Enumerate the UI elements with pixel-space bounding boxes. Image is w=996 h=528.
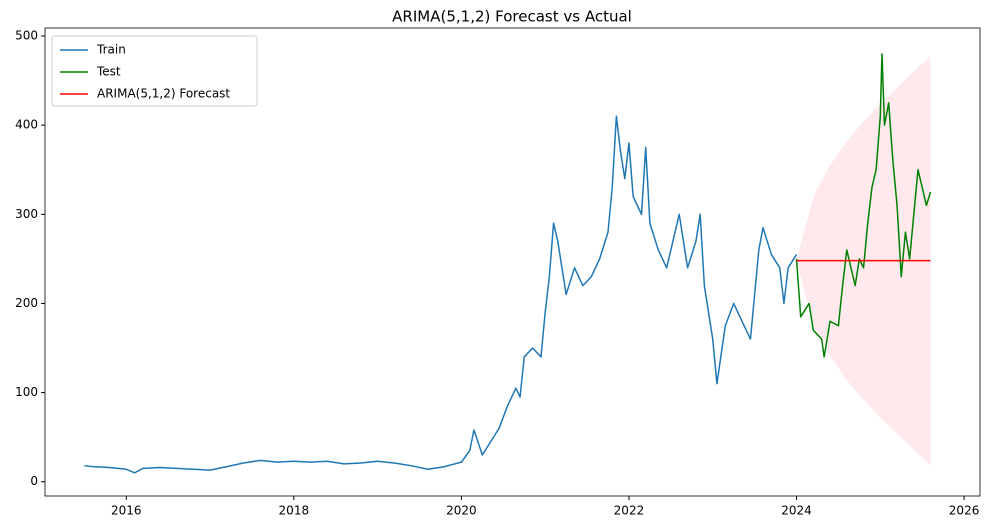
y-tick-label: 100 [15, 385, 38, 399]
legend-label: Train [96, 43, 126, 57]
plot-frame [44, 27, 981, 497]
y-tick-label: 400 [15, 118, 38, 132]
legend-box [51, 35, 258, 107]
series-line [84, 115, 798, 474]
y-tick-label: 300 [15, 207, 38, 221]
y-tick-label: 0 [30, 474, 38, 488]
x-tick-label: 2022 [614, 504, 645, 518]
x-tick-label: 2020 [446, 504, 477, 518]
x-tick-label: 2016 [111, 504, 142, 518]
y-tick-label: 500 [15, 29, 38, 43]
chart-title: ARIMA(5,1,2) Forecast vs Actual [392, 8, 632, 26]
x-tick-label: 2018 [279, 504, 310, 518]
x-tick-label: 2026 [949, 504, 980, 518]
legend-label: ARIMA(5,1,2) Forecast [97, 87, 230, 101]
series-line [795, 53, 932, 358]
x-tick-label: 2024 [781, 504, 812, 518]
y-tick-label: 200 [15, 296, 38, 310]
legend-label: Test [96, 65, 121, 79]
